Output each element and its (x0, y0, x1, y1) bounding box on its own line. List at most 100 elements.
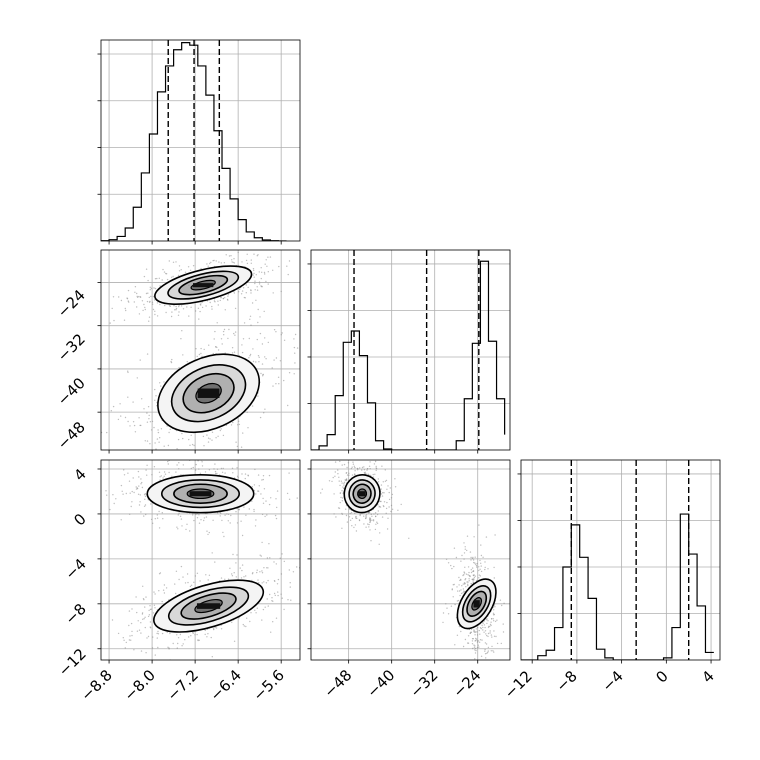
sample-point (267, 605, 269, 607)
sample-point (175, 305, 177, 308)
sample-point (182, 437, 184, 440)
sample-point (193, 444, 195, 447)
sample-point (143, 505, 146, 507)
sample-point (366, 454, 367, 455)
sample-point (372, 519, 375, 521)
sample-point (463, 591, 466, 593)
sample-point (153, 591, 155, 593)
sample-point (365, 514, 368, 516)
sample-point (496, 642, 499, 645)
x-tick-label: −32 (406, 666, 441, 701)
sample-point (466, 549, 468, 552)
sample-point (190, 584, 193, 586)
sample-point (144, 504, 147, 506)
sample-point (255, 274, 257, 276)
sample-point (154, 518, 156, 520)
sample-point (474, 645, 476, 647)
y-tick-label: −8 (61, 600, 89, 628)
sample-point (118, 296, 120, 298)
sample-point (183, 455, 184, 456)
sample-point (181, 525, 183, 527)
sample-point (261, 271, 263, 273)
sample-point (192, 632, 194, 634)
sample-point (206, 636, 208, 638)
sample-point (133, 301, 135, 303)
sample-point (283, 339, 286, 341)
sample-point (256, 571, 258, 574)
sample-point (128, 480, 131, 482)
sample-point (192, 466, 194, 469)
sample-point (353, 465, 355, 467)
sample-point (380, 488, 382, 490)
sample-point (222, 330, 225, 333)
sample-point (466, 535, 469, 537)
sample-point (216, 322, 218, 324)
sample-point (119, 472, 120, 473)
sample-point (249, 620, 251, 623)
sample-point (494, 606, 496, 608)
sample-point (138, 417, 140, 419)
sample-point (339, 492, 341, 494)
sample-point (339, 460, 341, 463)
sample-point (156, 438, 159, 440)
sample-point (485, 536, 488, 538)
sample-point (168, 471, 170, 474)
sample-point (262, 475, 265, 477)
sample-point (154, 399, 156, 401)
y-tick-label: −48 (54, 418, 89, 453)
sample-point (350, 467, 353, 470)
sample-point (264, 273, 266, 275)
sample-point (254, 282, 256, 285)
sample-point (196, 457, 197, 458)
sample-point (213, 338, 215, 340)
sample-point (238, 508, 240, 510)
sample-point (112, 296, 115, 298)
sample-point (324, 381, 325, 382)
sample-point (484, 568, 486, 571)
sample-point (140, 511, 142, 513)
sample-point (120, 299, 123, 302)
sample-point (343, 484, 345, 486)
sample-point (243, 576, 245, 578)
sample-point (296, 566, 298, 568)
sample-point (370, 513, 373, 515)
sample-point (127, 420, 129, 423)
sample-point (209, 301, 211, 304)
sample-point (180, 474, 182, 476)
sample-point (324, 500, 325, 501)
sample-point (192, 265, 195, 267)
x-tick-label: −8 (552, 667, 580, 695)
sample-point (386, 528, 389, 530)
sample-point (194, 634, 196, 636)
sample-point (146, 637, 148, 639)
sample-point (138, 476, 140, 478)
sample-point (280, 290, 282, 293)
sample-point (241, 569, 243, 572)
sample-point (150, 518, 153, 521)
sample-point (96, 491, 97, 492)
sample-point (125, 664, 126, 665)
sample-point (160, 385, 162, 387)
sample-point (168, 647, 170, 649)
sample-point (265, 280, 267, 283)
sample-point (382, 505, 385, 507)
sample-point (491, 636, 493, 638)
sample-point (170, 276, 173, 278)
sample-point (138, 629, 141, 631)
sample-point (230, 514, 232, 517)
sample-point (147, 406, 150, 408)
sample-point (128, 610, 131, 612)
sample-point (131, 608, 133, 610)
sample-point (294, 362, 296, 364)
sample-point (143, 599, 145, 601)
sample-point (366, 468, 369, 470)
sample-point (245, 259, 248, 262)
sample-point (156, 277, 158, 280)
sample-point (123, 319, 126, 321)
sample-point (232, 472, 234, 474)
sample-point (180, 518, 183, 520)
sample-point (247, 286, 249, 289)
sample-point (184, 271, 187, 273)
sample-point (253, 272, 255, 275)
sample-point (367, 457, 368, 458)
